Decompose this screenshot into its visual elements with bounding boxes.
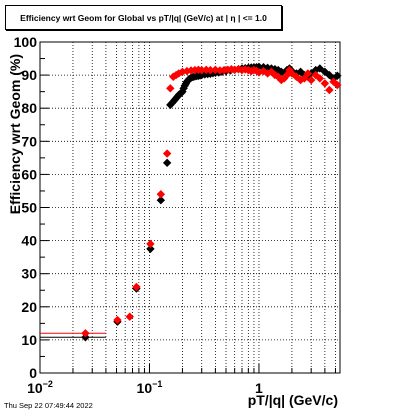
data-point — [311, 65, 320, 75]
data-point — [274, 72, 283, 81]
data-point — [81, 329, 90, 338]
data-point — [206, 65, 215, 75]
data-point — [311, 70, 320, 80]
data-point — [156, 196, 166, 205]
chart-title-text: Efficiency wrt Geom for Global vs pT/|q|… — [20, 12, 267, 23]
data-point — [132, 282, 141, 292]
data-point — [325, 70, 334, 80]
data-point — [202, 65, 211, 75]
y-tick-label: 20 — [21, 299, 37, 315]
y-tick-label: 30 — [21, 266, 37, 282]
y-tick-label: 40 — [21, 233, 37, 249]
data-point — [300, 74, 309, 83]
x-tick-label: 10−1 — [137, 379, 163, 396]
y-tick-label: 90 — [21, 67, 37, 83]
data-point — [296, 75, 305, 85]
x-axis-ticks: 10−2 10−1 1 — [27, 364, 336, 396]
data-point — [259, 66, 268, 76]
data-point — [162, 158, 172, 168]
y-axis-label: Efficiency wrt Geom (%) — [7, 54, 23, 214]
data-point — [325, 85, 334, 95]
y-tick-label: 100 — [14, 34, 38, 50]
y-axis-ticks: 0 10 20 30 40 50 60 70 80 90 100 — [14, 34, 49, 381]
data-point — [166, 84, 175, 93]
data-point — [333, 71, 342, 80]
data-point — [254, 62, 264, 72]
data-point — [178, 87, 187, 96]
data-point — [234, 64, 243, 74]
timestamp: Thu Sep 22 07:49:44 2022 — [4, 401, 93, 410]
data-point — [146, 239, 155, 249]
data-point — [230, 65, 239, 75]
data-point — [303, 69, 313, 78]
data-point — [320, 79, 330, 88]
data-point — [315, 74, 325, 83]
data-point — [156, 190, 166, 199]
data-point — [197, 65, 206, 75]
data-point — [306, 75, 316, 85]
data-point — [178, 67, 187, 76]
y-tick-label: 60 — [21, 166, 37, 182]
y-tick-label: 80 — [21, 100, 37, 116]
data-points — [40, 62, 342, 342]
data-point — [113, 315, 122, 325]
grid-lines — [40, 42, 340, 373]
x-axis-label: pT/|q| (GeV/c) — [248, 392, 338, 408]
x-tick-label: 1 — [255, 380, 263, 396]
y-tick-label: 70 — [21, 133, 37, 149]
data-point — [215, 66, 225, 75]
data-point — [270, 70, 280, 80]
x-tick-label: 10−2 — [27, 379, 53, 396]
data-point — [125, 312, 134, 321]
data-point — [333, 80, 342, 90]
y-tick-label: 10 — [21, 332, 37, 348]
chart-title: Efficiency wrt Geom for Global vs pT/|q|… — [5, 5, 282, 30]
data-point — [162, 149, 172, 158]
y-tick-label: 50 — [21, 200, 37, 216]
y-tick-label: 0 — [29, 365, 37, 381]
data-point — [146, 244, 155, 254]
